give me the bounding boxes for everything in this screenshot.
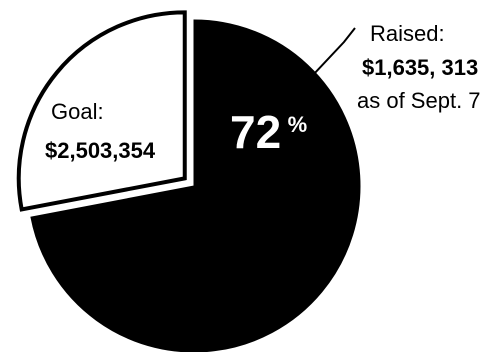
pie-slice-goal-remaining — [16, 10, 187, 212]
raised-date: as of Sept. 7 — [357, 88, 481, 113]
raised-callout-line — [308, 27, 356, 80]
raised-amount: $1,635, 313 — [362, 55, 478, 80]
percent-label: 72 % — [230, 106, 307, 158]
pie-group — [16, 10, 361, 352]
goal-title: Goal: — [51, 99, 104, 124]
pie-slice-raised — [30, 19, 361, 352]
goal-amount: $2,503,354 — [45, 138, 156, 163]
percent-value: 72 — [230, 106, 281, 158]
raised-title: Raised: — [370, 21, 445, 46]
percent-symbol: % — [288, 112, 308, 137]
